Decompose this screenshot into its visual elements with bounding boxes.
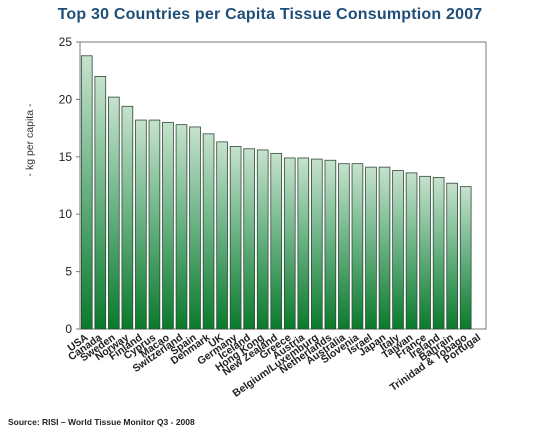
bar-finland bbox=[135, 119, 147, 330]
bar-uk bbox=[216, 141, 228, 330]
bar-italy bbox=[392, 170, 404, 330]
bar-trinidad-tobago bbox=[459, 186, 472, 330]
y-tick-label: 0 bbox=[65, 322, 72, 336]
bar-spain bbox=[189, 126, 201, 330]
bar-greece bbox=[283, 157, 296, 330]
source-note: Source: RISI – World Tissue Monitor Q3 -… bbox=[8, 417, 195, 427]
bar-switzerland bbox=[175, 124, 188, 330]
bar-canada bbox=[94, 76, 107, 330]
bar-hong-kong bbox=[256, 149, 269, 330]
bar-japan bbox=[378, 166, 391, 330]
bar-ireland bbox=[432, 177, 445, 330]
bar-new-zealand bbox=[270, 152, 283, 330]
bar-taiwan bbox=[405, 172, 418, 330]
y-axis-label: - kg per capita - bbox=[24, 103, 36, 176]
bar-germany bbox=[229, 146, 242, 330]
bar-norway bbox=[121, 105, 134, 330]
bar-usa bbox=[80, 55, 93, 330]
bar-denmark bbox=[202, 133, 215, 330]
chart-title: Top 30 Countries per Capita Tissue Consu… bbox=[57, 6, 483, 23]
bar-macao bbox=[162, 121, 174, 330]
bar-cyprus bbox=[148, 119, 161, 330]
bar-belgium-luxemburg bbox=[311, 158, 323, 330]
y-tick-label: 20 bbox=[59, 92, 73, 106]
bar-slovenia bbox=[351, 163, 364, 330]
bar-israel bbox=[365, 166, 377, 330]
bar-australia bbox=[338, 163, 350, 330]
y-tick-label: 25 bbox=[59, 35, 73, 49]
plot-area bbox=[79, 41, 487, 330]
bar-bahrain bbox=[446, 182, 458, 330]
bar-iceland bbox=[243, 148, 255, 330]
y-tick-label: 10 bbox=[59, 207, 73, 221]
bar-sweden bbox=[108, 96, 120, 330]
bar-netherlands bbox=[324, 159, 337, 330]
y-tick-label: 15 bbox=[59, 150, 73, 164]
bar-france bbox=[419, 175, 431, 330]
y-tick-label: 5 bbox=[65, 265, 72, 279]
bar-austria bbox=[297, 157, 310, 330]
